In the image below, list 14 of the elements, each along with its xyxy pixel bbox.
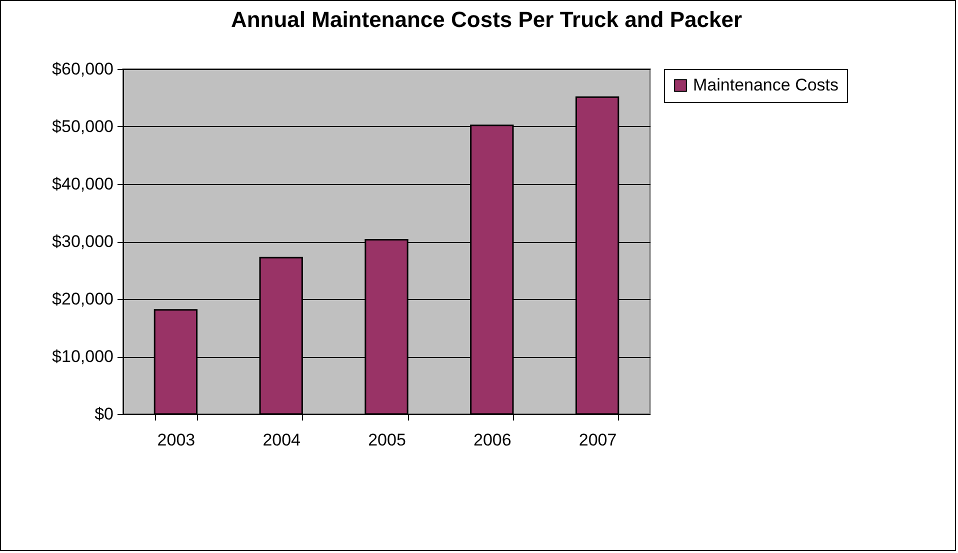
x-tick-label: 2007 (578, 430, 617, 450)
y-tick-label: $60,000 (52, 60, 114, 78)
y-tick-label: $0 (94, 404, 114, 424)
x-tick-label: 2003 (157, 430, 196, 450)
x-tick-label: 2004 (262, 430, 301, 450)
x-tick-label: 2005 (368, 430, 406, 450)
y-tick-label: $50,000 (52, 117, 114, 136)
legend-label: Maintenance Costs (693, 76, 839, 94)
x-tick-label: 2006 (473, 430, 512, 450)
y-tick-label: $30,000 (52, 232, 114, 251)
chart-title: Annual Maintenance Costs Per Truck and Packer (230, 7, 742, 32)
y-tick-label: $40,000 (52, 174, 114, 194)
y-tick-label: $20,000 (52, 290, 114, 308)
y-tick-label: $10,000 (52, 347, 114, 366)
